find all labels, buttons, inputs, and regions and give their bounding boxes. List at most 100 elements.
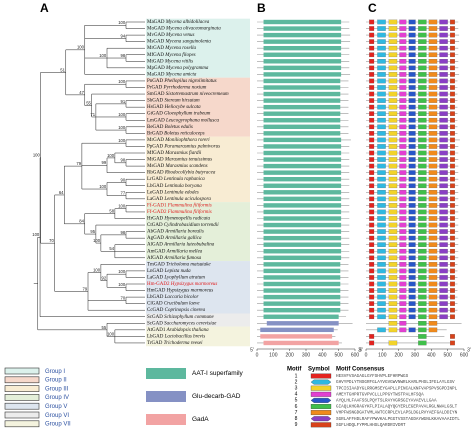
motif-block: [428, 163, 438, 169]
motif-block: [377, 32, 386, 38]
bootstrap-label: 51: [60, 67, 65, 72]
motif-number: 1: [295, 373, 298, 379]
taxon-label: AfGAD Armillaria fumosa: [147, 256, 202, 261]
group-swatch: [4, 411, 40, 419]
motif-block: [388, 294, 398, 300]
gene-id: PpGAD: [147, 145, 164, 150]
motif-number: 6: [295, 404, 298, 410]
motif-block: [399, 176, 407, 182]
taxon-label: AgGAD Armillaria gallica: [147, 236, 202, 241]
motif-block: [428, 281, 438, 287]
motif-consensus: HESVFVSAGAGLGYFSHVPLEFHRPWGS: [336, 374, 409, 379]
x-tick-label: 200: [285, 352, 294, 358]
motif-block: [418, 117, 427, 123]
motif-block: [377, 203, 386, 208]
motif-consensus: SGRLAFFHDLRAFYPWVKALPGGTVSSTAGDAYWGNLKKA…: [336, 417, 460, 422]
motif-block: [388, 58, 398, 64]
motif-block: [408, 222, 416, 228]
species: Mycena polygramma: [165, 66, 209, 71]
motif-block: [450, 157, 455, 162]
domain-bar: [263, 262, 341, 267]
gene-id: AlGAD: [147, 243, 163, 248]
motif-block: [408, 288, 416, 293]
taxon-label: MfGAD Mycena filopes: [147, 53, 196, 58]
species: Mycena filopes: [164, 53, 195, 58]
taxon-label: BeGAD Boletus edulis: [147, 125, 193, 130]
motif-block: [418, 19, 427, 25]
species: Lyophyllum atratum: [163, 276, 205, 281]
motif-block: [388, 170, 398, 175]
motif-block: [450, 117, 455, 123]
motif-block: [369, 183, 375, 189]
gene-id: BrGAD: [147, 131, 163, 136]
bootstrap-label: 77: [121, 190, 126, 195]
motif-block: [418, 58, 427, 64]
motif-block: [377, 196, 386, 202]
motif-block: [418, 229, 427, 234]
motif-block: [388, 209, 398, 215]
motif-block: [388, 321, 398, 326]
bootstrap-label: 94: [121, 33, 126, 38]
gene-id: PrGAD: [147, 86, 163, 91]
gene-id: SmGAD: [147, 92, 165, 97]
motif-block: [428, 190, 438, 195]
domain-bar: [263, 288, 341, 293]
motif-block: [418, 281, 427, 287]
motif-block: [369, 144, 375, 149]
group-band: [146, 77, 250, 137]
motif-block: [369, 124, 375, 130]
species: Tricholoma matsutake: [166, 262, 211, 267]
motif-block: [418, 98, 427, 103]
taxon-label: MsGAD Marasmius scandens: [147, 164, 208, 169]
motif-block: [418, 203, 427, 208]
motif-block: [369, 157, 375, 162]
motif-block: [369, 203, 375, 208]
taxon-label: MtGAD Marasmius tenuissimus: [147, 158, 212, 163]
gene-id: AtGAD1: [147, 328, 166, 333]
motif-block: [418, 334, 427, 339]
motif-block: [408, 196, 416, 202]
domain-bar: [263, 242, 342, 247]
motif-block: [408, 262, 416, 267]
tree: [37, 21, 145, 344]
gene-id: AgGAD: [147, 236, 164, 241]
motif-block: [399, 72, 407, 77]
bootstrap-label: 100: [118, 204, 126, 209]
motif-block: [388, 131, 398, 136]
motif-block: [450, 85, 455, 90]
bootstrap-label: 95: [90, 229, 95, 234]
motif-block: [450, 340, 455, 346]
domain-bar: [263, 59, 342, 64]
motif-block: [399, 301, 407, 306]
motif-block: [418, 32, 427, 38]
motif-block: [399, 39, 407, 44]
bootstrap-label: 100: [93, 267, 101, 272]
start-label: 5': [250, 347, 254, 353]
domain-bar: [263, 131, 341, 136]
motif-block: [388, 26, 398, 31]
motif-block: [388, 85, 398, 90]
motif-block: [388, 72, 398, 77]
motif-block: [369, 255, 375, 261]
motif-block: [388, 91, 398, 97]
species: Lentinula raphanica: [163, 177, 205, 182]
motif-block: [399, 131, 407, 136]
motif-block: [377, 216, 386, 221]
motif-block: [418, 340, 427, 346]
taxon-label: LrGAD Lentinula raphanica: [147, 177, 205, 182]
taxon-label: MaGAD Mycena albidolilacea: [147, 20, 210, 25]
motif-block: [450, 268, 455, 274]
end-label: 3': [358, 347, 362, 353]
motif-block: [418, 85, 427, 90]
motif-block: [408, 65, 416, 71]
bootstrap-label: 64: [59, 190, 64, 195]
motif-header: Motif: [287, 367, 302, 373]
taxon-label: MsGAD Mycena sanguinolenta: [147, 40, 211, 45]
motif-block: [428, 307, 438, 313]
taxon-label: LaGAD Lentinula aciculospora: [147, 197, 211, 202]
species: Trichoderma reesei: [164, 341, 203, 346]
motif-block: [428, 183, 438, 189]
motif-block: [418, 222, 427, 228]
motif-block: [399, 248, 407, 254]
motif-block: [439, 72, 448, 77]
